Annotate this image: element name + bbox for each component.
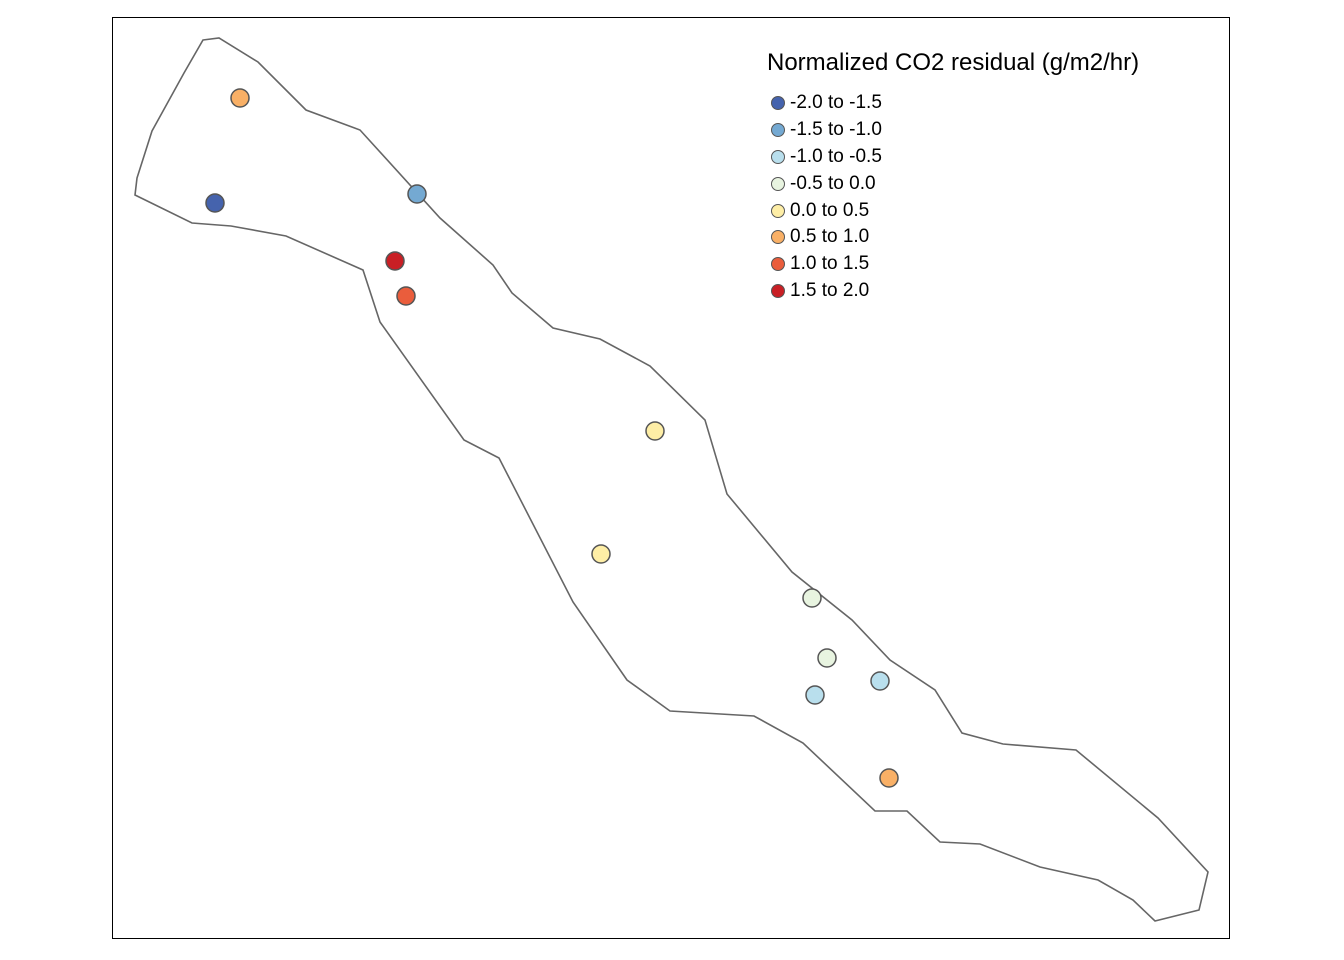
study-area-outline — [134, 37, 1209, 922]
sample-point — [645, 421, 665, 441]
legend-item: -1.0 to -0.5 — [767, 144, 1139, 171]
legend-swatch — [771, 149, 785, 164]
legend-item: 0.0 to 0.5 — [767, 197, 1139, 224]
sample-points — [205, 88, 899, 788]
sample-point — [205, 193, 225, 213]
legend-label: -1.0 to -0.5 — [790, 145, 882, 167]
sample-point — [230, 88, 250, 108]
sample-point — [805, 685, 825, 705]
sample-point — [879, 768, 899, 788]
legend-item: -1.5 to -1.0 — [767, 117, 1139, 144]
sample-point — [396, 286, 416, 306]
legend-title: Normalized CO2 residual (g/m2/hr) — [767, 49, 1140, 76]
legend-label: 0.5 to 1.0 — [790, 226, 870, 248]
legend-label: 0.0 to 0.5 — [790, 199, 870, 221]
legend-swatch — [771, 96, 785, 111]
legend-item: -0.5 to 0.0 — [767, 170, 1139, 197]
legend-items: -2.0 to -1.5 -1.5 to -1.0 -1.0 to -0.5 -0.5… — [767, 90, 1139, 304]
legend-item: 1.5 to 2.0 — [767, 278, 1139, 305]
sample-point — [407, 184, 427, 204]
map-frame — [112, 17, 1230, 939]
legend-label: -1.5 to -1.0 — [790, 119, 882, 141]
legend-swatch — [771, 203, 785, 218]
sample-point — [385, 251, 405, 271]
sample-point — [591, 544, 611, 564]
legend-swatch — [771, 230, 785, 245]
legend-swatch — [771, 176, 785, 191]
legend-label: 1.0 to 1.5 — [790, 253, 870, 275]
sample-point — [817, 648, 837, 668]
legend-label: 1.5 to 2.0 — [790, 279, 870, 301]
legend-item: 1.0 to 1.5 — [767, 251, 1139, 278]
legend-swatch — [771, 123, 785, 138]
legend-swatch — [771, 283, 785, 298]
sample-point — [802, 588, 822, 608]
sample-point — [870, 671, 890, 691]
legend-label: -2.0 to -1.5 — [790, 92, 882, 114]
legend: Normalized CO2 residual (g/m2/hr) -2.0 t… — [767, 48, 1139, 304]
legend-swatch — [771, 257, 785, 272]
legend-label: -0.5 to 0.0 — [790, 172, 876, 194]
legend-item: -2.0 to -1.5 — [767, 90, 1139, 117]
legend-item: 0.5 to 1.0 — [767, 224, 1139, 251]
